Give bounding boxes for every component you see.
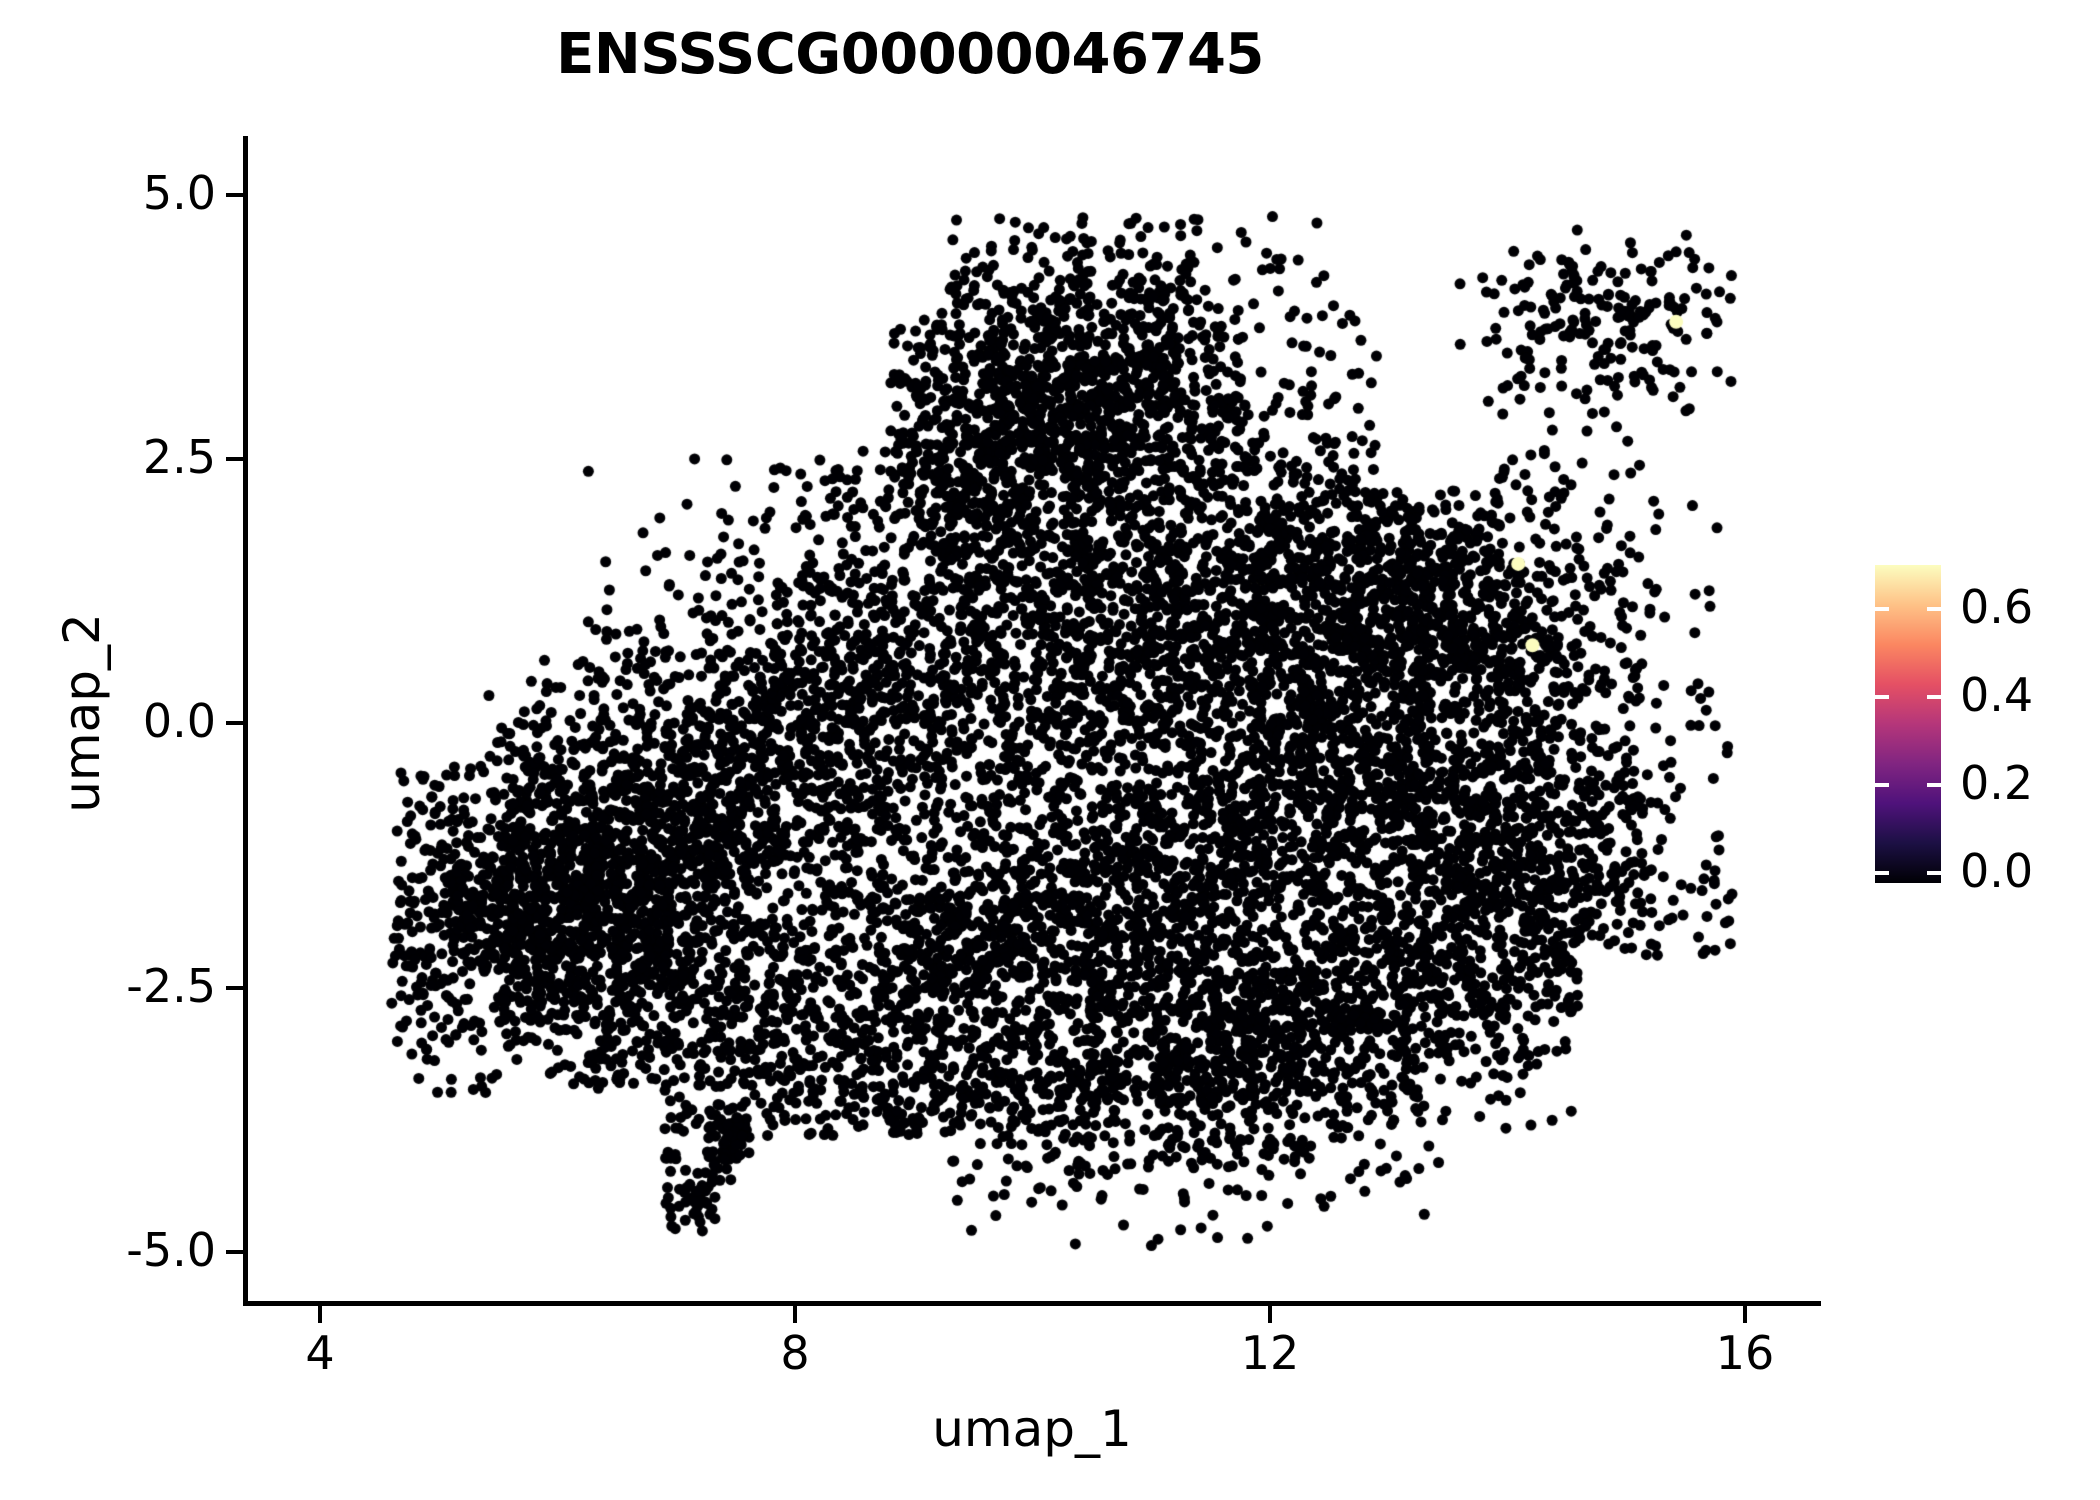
x-axis-title: umap_1 xyxy=(932,1400,1132,1458)
x-tick-label-16: 16 xyxy=(1715,1326,1775,1380)
y-tick-label-5: 5.0 xyxy=(142,166,216,220)
colorbar xyxy=(1875,565,1941,883)
colorbar-label-0point2: 0.2 xyxy=(1960,756,2034,810)
x-tick-label-4: 4 xyxy=(305,1326,335,1380)
colorbar-tick-0point4-right xyxy=(1927,695,1941,699)
colorbar-tick-0point2-right xyxy=(1927,783,1941,787)
y-axis-line xyxy=(243,136,248,1306)
y-tick-mark-0 xyxy=(226,721,243,725)
y-tick-mark-neg2point5 xyxy=(226,986,243,990)
y-tick-label-0: 0.0 xyxy=(142,694,216,748)
x-tick-label-12: 12 xyxy=(1240,1326,1300,1380)
x-tick-mark-8 xyxy=(793,1306,797,1323)
y-tick-label-neg2point5: -2.5 xyxy=(126,959,216,1013)
y-tick-label-neg5: -5.0 xyxy=(126,1223,216,1277)
colorbar-tick-0point2-left xyxy=(1875,783,1889,787)
y-tick-mark-2point5 xyxy=(226,457,243,461)
y-tick-label-2point5: 2.5 xyxy=(142,430,216,484)
colorbar-label-0point4: 0.4 xyxy=(1960,668,2034,722)
y-axis-title: umap_2 xyxy=(53,613,111,813)
colorbar-label-0point6: 0.6 xyxy=(1960,580,2034,634)
x-tick-mark-16 xyxy=(1743,1306,1747,1323)
x-tick-mark-4 xyxy=(318,1306,322,1323)
x-axis-line xyxy=(243,1301,1821,1306)
x-tick-label-8: 8 xyxy=(780,1326,810,1380)
colorbar-tick-0-right xyxy=(1927,871,1941,875)
colorbar-tick-0point6-right xyxy=(1927,607,1941,611)
y-tick-mark-5 xyxy=(226,193,243,197)
colorbar-tick-0point4-left xyxy=(1875,695,1889,699)
colorbar-tick-0-left xyxy=(1875,871,1889,875)
colorbar-label-0: 0.0 xyxy=(1960,844,2034,898)
x-tick-mark-12 xyxy=(1268,1306,1272,1323)
colorbar-gradient xyxy=(1875,565,1941,883)
colorbar-tick-0point6-left xyxy=(1875,607,1889,611)
y-tick-mark-neg5 xyxy=(226,1250,243,1254)
